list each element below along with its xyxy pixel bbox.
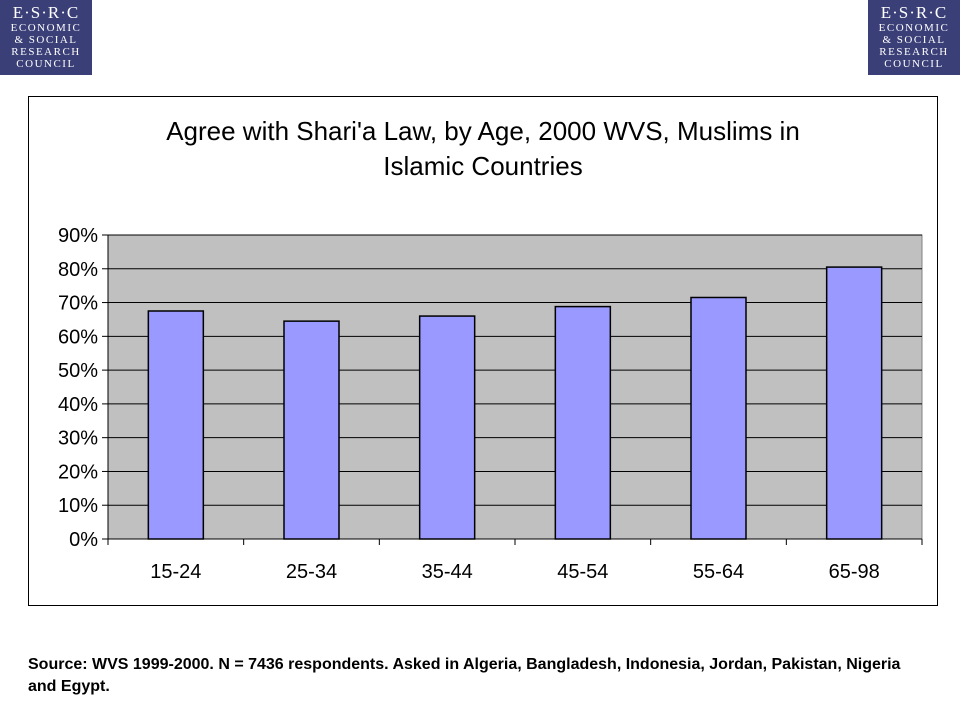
y-tick-label: 10% (58, 495, 98, 517)
bar (147, 310, 205, 540)
bar (690, 296, 747, 540)
bar (554, 305, 612, 540)
bar (825, 266, 883, 540)
esrc-logo-left: E·S·R·C ECONOMIC & SOCIAL RESEARCH COUNC… (0, 0, 92, 75)
y-tick-label: 80% (58, 259, 98, 281)
y-tick-label: 50% (58, 360, 98, 382)
chart-title-line2: Islamic Countries (383, 151, 582, 181)
x-tick-label: 25-34 (286, 561, 337, 583)
bar (418, 315, 476, 540)
y-tick-label: 0% (69, 529, 98, 551)
y-tick-label: 60% (58, 326, 98, 348)
y-tick-label: 30% (58, 428, 98, 450)
x-tick-label: 15-24 (150, 561, 201, 583)
chart-title-line1: Agree with Shari'a Law, by Age, 2000 WVS… (166, 116, 800, 146)
y-tick-label: 90% (58, 225, 98, 247)
x-tick-label: 45-54 (557, 561, 608, 583)
x-tick-label: 55-64 (693, 561, 744, 583)
esrc-logo-right: E·S·R·C ECONOMIC & SOCIAL RESEARCH COUNC… (868, 0, 960, 75)
plot-area: 0% 10% 20% 30% 40% 50% 60% 70% 80% 90% 15-24 25-34 3… (58, 225, 923, 583)
source-note: Source: WVS 1999-2000. N = 7436 responde… (28, 656, 901, 695)
y-tick-label: 70% (58, 293, 98, 315)
x-tick-label: 35-44 (422, 561, 473, 583)
plot-background (107, 234, 923, 540)
y-tick-label: 40% (58, 394, 98, 416)
bar (283, 320, 340, 540)
x-tick-label: 65-98 (829, 561, 880, 583)
y-tick-label: 20% (58, 461, 98, 483)
